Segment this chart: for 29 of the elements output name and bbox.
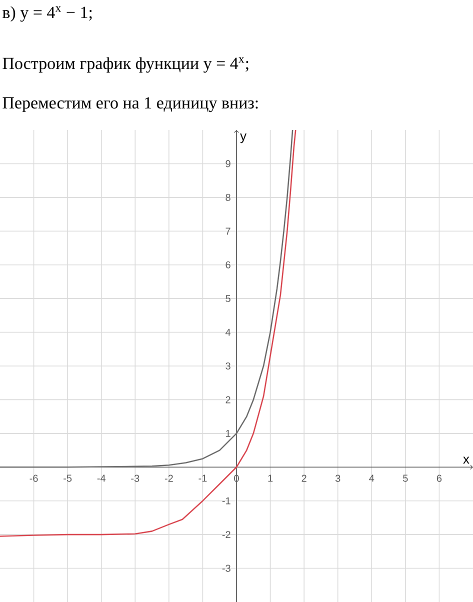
y-tick-label: -1 [222, 497, 230, 504]
x-tick-label: 3 [335, 474, 340, 482]
y-tick-label: -3 [222, 564, 230, 572]
y-tick-label: 5 [226, 295, 230, 302]
y-tick-label: 1 [226, 430, 230, 437]
x-tick-label: 5 [403, 474, 408, 482]
x-axis-title: x [463, 456, 470, 464]
x-tick-label: -3 [131, 474, 140, 482]
chart-subtitle: Построим график функции y = 4$^{x}$; [2, 57, 248, 73]
x-tick-label: 4 [369, 474, 374, 482]
y-tick-label: 2 [226, 396, 230, 404]
y-axis-title: y [240, 134, 247, 144]
x-tick-label: 1 [268, 474, 273, 482]
y-tick-label: 7 [226, 228, 230, 235]
x-tick-label: -6 [30, 474, 38, 482]
x-tick-label: -5 [64, 474, 72, 482]
y-tick-label: 8 [226, 194, 230, 201]
x-tick-label: -2 [164, 474, 173, 482]
y-tick-label: 9 [226, 160, 230, 168]
y-tick-label: 6 [226, 261, 230, 268]
chart-title: в) y = 4$^{x}$ − 1; [2, 6, 92, 22]
text: Переместим его на 1 единицу вниз: [2, 97, 258, 112]
x-tick-label: -1 [198, 474, 207, 482]
x-tick-label: 2 [302, 474, 306, 482]
y-tick-label: 4 [226, 328, 231, 336]
y-tick-label: 3 [226, 362, 230, 370]
y-tick-label: -2 [222, 531, 230, 538]
x-tick-label: 6 [436, 474, 442, 482]
x-tick-label: -4 [97, 474, 106, 482]
